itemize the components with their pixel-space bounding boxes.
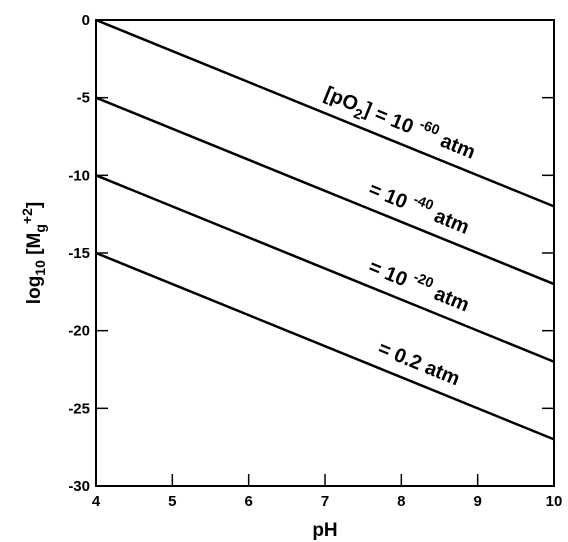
y-tick-label: -5 (77, 90, 90, 107)
y-axis-label-sup: +2 (19, 208, 35, 224)
x-tick-label: 4 (92, 493, 101, 510)
y-tick-label: -30 (68, 478, 90, 495)
series-line-3 (95, 174, 555, 363)
series-line-2 (95, 96, 555, 286)
y-axis-label-base: log (24, 276, 45, 305)
y-axis-label-sub: g (32, 224, 48, 233)
plot-frame (95, 19, 555, 487)
y-tick-label: 0 (82, 12, 90, 29)
y-axis: 0 -5 -10 -15 -20 -25 -30 (68, 12, 554, 495)
series-label-part: = 0.2 atm (375, 337, 463, 390)
series-label-part: -40 (411, 191, 436, 214)
x-tick-label: 10 (546, 493, 563, 510)
series-label-1: [pO2] = 10 -60 atm (320, 78, 481, 167)
y-tick-label: -25 (68, 400, 90, 417)
y-tick-label: -15 (68, 245, 90, 262)
series-lines (95, 18, 555, 441)
series-line-1 (95, 18, 555, 208)
x-tick-label: 5 (168, 493, 176, 510)
x-axis: 4 5 6 7 8 9 10 (92, 474, 563, 510)
y-axis-label-close: ] (24, 202, 45, 208)
y-axis-label: log10 [Mg+2] (19, 202, 48, 304)
y-tick-label: -20 (68, 323, 90, 340)
y-tick-label: -10 (68, 167, 90, 184)
x-tick-label: 6 (244, 493, 252, 510)
series-line-4 (95, 251, 555, 441)
x-tick-label: 9 (473, 493, 481, 510)
y-axis-label-base-sub: 10 (32, 260, 48, 276)
y-axis-label-open: [M (24, 233, 45, 260)
series-label-4: = 0.2 atm (375, 337, 463, 390)
x-tick-label: 8 (397, 493, 405, 510)
series-labels: [pO2] = 10 -60 atm= 10 -40 atm= 10 -20 a… (320, 78, 481, 391)
series-label-part: -20 (411, 268, 436, 291)
x-axis-label: pH (312, 520, 337, 541)
x-tick-label: 7 (321, 493, 329, 510)
series-label-part: -60 (417, 116, 442, 139)
